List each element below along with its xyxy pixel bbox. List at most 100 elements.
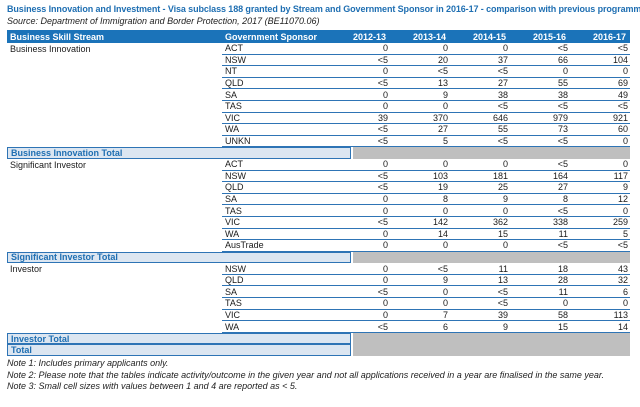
table-row: TAS 0 0 <5 <5 <5 [7,101,630,113]
value-cell: 28 [510,275,570,287]
stream-label [7,66,222,78]
value-cell: 0 [570,159,630,171]
group-total-row: Business Innovation Total [7,147,630,159]
table-row: QLD 0 9 13 28 32 [7,275,630,287]
note-2: Note 2: Please note that the tables indi… [7,369,605,380]
table-row: QLD <5 19 25 27 9 [7,182,630,194]
value-cell: 0 [330,159,390,171]
value-cell: 0 [330,194,390,206]
table-row: QLD <5 13 27 55 69 [7,78,630,90]
value-cell: 14 [390,229,450,241]
note-1: Note 1: Includes primary applicants only… [7,358,169,368]
stream-label [7,286,222,298]
table-row: SA 0 9 38 38 49 [7,89,630,101]
value-cell: 117 [570,171,630,183]
value-cell: 362 [450,217,510,229]
stream-label [7,171,222,183]
value-cell: 338 [510,217,570,229]
value-cell: 11 [510,286,570,299]
group-total-label: Business Innovation Total [7,147,351,159]
table-row: VIC 0 7 39 58 113 [7,310,630,322]
value-cell: <5 [450,136,510,148]
group-total-suppressed-cell [353,332,630,345]
value-cell: 55 [450,124,510,136]
value-cell: 0 [570,66,630,78]
total-row-gap [351,344,353,357]
value-cell: 73 [510,124,570,136]
value-cell: <5 [330,171,390,183]
column-header-2013-14: 2013-14 [412,31,446,42]
value-cell: 66 [510,55,570,67]
table-row: UNKN <5 5 <5 <5 0 [7,136,630,148]
stream-label [7,205,222,217]
value-cell: 164 [510,171,570,183]
table-row: Significant Investor ACT 0 0 0 <5 0 [7,159,630,171]
value-cell: 32 [570,275,630,287]
column-header-2016-17: 2016-17 [592,31,626,42]
sponsor-cell: QLD [222,78,330,90]
column-header-sponsor: Government Sponsor [225,31,318,42]
value-cell: <5 [390,66,450,78]
stream-label [7,321,222,333]
table-row: NSW <5 103 181 164 117 [7,171,630,183]
page-title: Business Innovation and Investment - Vis… [7,4,640,14]
value-cell: 13 [450,275,510,287]
value-cell: 7 [390,310,450,322]
value-cell: <5 [330,55,390,67]
value-cell: 58 [510,310,570,322]
value-cell: 0 [450,205,510,217]
value-cell: 181 [450,171,510,183]
group-total-row: Significant Investor Total [7,251,630,264]
table-row: NSW <5 20 37 66 104 [7,55,630,67]
sponsor-cell: QLD [222,275,330,287]
sponsor-cell: VIC [222,217,330,229]
stream-label [7,217,222,229]
value-cell: <5 [510,205,570,217]
column-header-2015-16: 2015-16 [532,31,566,42]
stream-label [7,78,222,90]
value-cell: 11 [510,229,570,241]
sponsor-cell: WA [222,124,330,136]
value-cell: 0 [330,275,390,287]
stream-label: Investor [10,264,43,275]
value-cell: 37 [450,55,510,67]
value-cell: <5 [450,286,510,299]
value-cell: <5 [330,136,390,148]
value-cell: <5 [570,101,630,113]
sponsor-cell: SA [222,194,330,206]
value-cell: 39 [330,113,390,125]
value-cell: 9 [450,321,510,333]
sponsor-cell: ACT [222,159,330,171]
column-header-2014-15: 2014-15 [472,31,506,42]
value-cell: <5 [450,101,510,113]
value-cell: <5 [390,263,450,275]
value-cell: <5 [330,182,390,194]
value-cell: 19 [390,182,450,194]
value-cell: 6 [570,286,630,299]
value-cell: 11 [450,263,510,275]
stream-label [7,124,222,136]
stream-label [7,298,222,310]
value-cell: 18 [510,263,570,275]
grand-total-suppressed-cell [353,344,630,357]
stream-label: Significant Investor [10,159,87,170]
value-cell: 0 [570,136,630,148]
column-header-2012-13: 2012-13 [352,31,386,42]
value-cell: 49 [570,89,630,101]
table-row: WA <5 6 9 15 14 [7,321,630,333]
table-row: Business Innovation ACT 0 0 0 <5 <5 [7,43,630,55]
value-cell: <5 [510,43,570,55]
sponsor-cell: NSW [222,55,330,67]
sponsor-cell: WA [222,229,330,241]
sponsor-cell: WA [222,321,330,333]
total-row-gap [351,251,353,264]
sponsor-cell: VIC [222,310,330,322]
table-row: SA 0 8 9 8 12 [7,194,630,206]
value-cell: 0 [450,43,510,55]
value-cell: 60 [570,124,630,136]
value-cell: 5 [570,229,630,241]
value-cell: 370 [390,113,450,125]
value-cell: 15 [510,321,570,333]
stream-label [7,113,222,125]
value-cell: 0 [390,101,450,113]
